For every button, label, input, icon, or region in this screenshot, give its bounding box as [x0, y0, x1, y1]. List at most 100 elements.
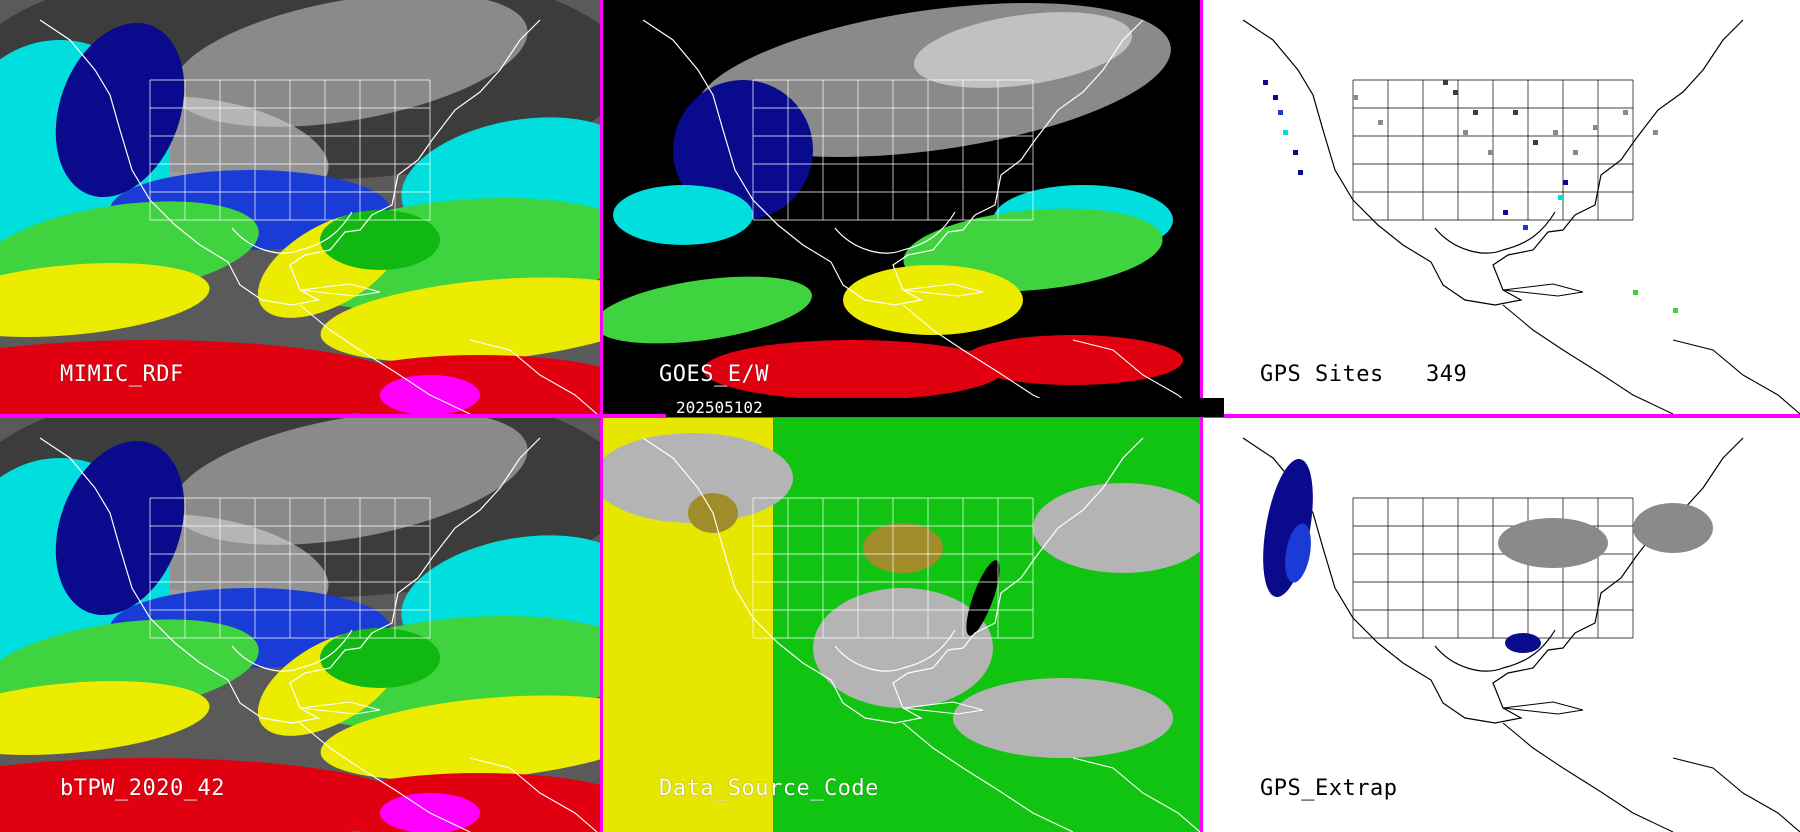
panel-label-btpw: bTPW_2020_42 — [60, 776, 225, 801]
timestamp-bar: 202505102 — [666, 398, 1224, 417]
gps-sites-site-marker — [1293, 150, 1298, 155]
mimic-rdf-gulf-green — [320, 210, 440, 270]
goes-ew-panel: GOES_E/W — [603, 0, 1200, 414]
panel-label-mimic-rdf: MIMIC_RDF — [60, 362, 184, 387]
data-source-no-data — [603, 433, 793, 523]
gps-sites-site-marker — [1378, 120, 1383, 125]
data-source-ocean-no-data — [953, 678, 1173, 758]
data-source-central-america — [902, 722, 1074, 832]
gps-sites-cuba — [1502, 283, 1584, 297]
gps-extrap-northeast-gray — [1633, 503, 1713, 553]
data-source-coastline — [642, 437, 1144, 724]
mimic-rdf-coastline — [39, 19, 541, 306]
btpw-coastline — [39, 437, 541, 724]
btpw-map — [0, 418, 600, 832]
gps-sites-site-marker — [1463, 130, 1468, 135]
gps-sites-south-america — [1672, 339, 1800, 414]
gps-extrap-central-america — [1502, 722, 1674, 832]
mimic-rdf-itcz-yellow — [0, 263, 210, 337]
gps-extrap-cuba — [1502, 701, 1584, 715]
gps-sites-site-marker — [1443, 80, 1448, 85]
goes-ew-gulf-yellow — [843, 265, 1023, 335]
goes-ew-pacific-cyan — [613, 185, 753, 245]
goes-ew-west-dry — [673, 80, 813, 220]
panel-label-gps-extrap: GPS_Extrap — [1260, 776, 1398, 801]
gps-sites-site-marker — [1573, 150, 1578, 155]
gps-extrap-midwest-gray — [1498, 518, 1608, 568]
gps-sites-site-marker — [1623, 110, 1628, 115]
gps-sites-gulf-coast — [1434, 211, 1556, 254]
gps-sites-site-marker — [1353, 95, 1358, 100]
btpw-west-coast-band — [55, 440, 185, 616]
gps-extrap-gulf-coast — [1434, 629, 1556, 672]
gps-sites-panel: GPS Sites 349 — [1203, 0, 1800, 414]
goes-ew-tropics-red — [703, 340, 1003, 400]
btpw-itcz-yellow — [0, 681, 210, 755]
gps-sites-site-marker — [1453, 90, 1458, 95]
btpw-gulf-green — [320, 628, 440, 688]
gps-sites-map — [1242, 19, 1800, 414]
goes-ew-pacific-green — [603, 276, 813, 344]
btpw-south-america — [469, 757, 598, 832]
data-source-gulf-no-data — [813, 588, 993, 708]
gps-sites-site-marker — [1278, 110, 1283, 115]
mimic-rdf-cloud-band — [172, 0, 528, 127]
goes-ew-gulf-coast — [834, 211, 956, 254]
mimic-rdf-west-coast-band — [55, 22, 185, 198]
mimic-rdf-panel: MIMIC_RDF — [0, 0, 600, 414]
gps-sites-site-marker — [1283, 130, 1288, 135]
goes-ew-tropics-red-east — [963, 335, 1183, 385]
data-source-gps-region — [863, 523, 943, 573]
btpw-cloud-band — [172, 418, 528, 545]
gps-extrap-south-america — [1672, 757, 1800, 832]
gps-sites-site-marker — [1263, 80, 1268, 85]
btpw-central-america — [299, 722, 471, 832]
gps-sites-site-marker — [1273, 95, 1278, 100]
gps-sites-site-marker — [1593, 125, 1598, 130]
panel-label-data-source-code: Data_Source_Code — [659, 776, 879, 801]
gps-sites-central-america — [1502, 304, 1674, 414]
gps-sites-site-marker — [1488, 150, 1493, 155]
data-source-atlantic-no-data — [1033, 483, 1200, 573]
gps-sites-coastline — [1242, 19, 1744, 306]
mimic-rdf-cuba — [299, 283, 381, 297]
mimic-rdf-central-america — [299, 304, 471, 414]
gps-extrap-panel: GPS_Extrap — [1203, 418, 1800, 832]
data-source-missing-strip — [966, 560, 1000, 636]
gps-sites-site-marker — [1533, 140, 1538, 145]
data-source-code-panel: Data_Source_Code — [603, 418, 1200, 832]
data-source-code-map — [603, 418, 1200, 832]
mimic-rdf-tropics-red — [0, 340, 410, 414]
panel-label-gps-sites: GPS Sites — [1260, 362, 1384, 387]
mimic-rdf-map — [0, 0, 600, 414]
gps-sites-site-marker — [1513, 110, 1518, 115]
btpw-gulf-coast — [231, 629, 353, 672]
data-source-cuba — [902, 701, 984, 715]
gps-extrap-coastline — [1242, 437, 1744, 724]
data-source-south-america — [1072, 757, 1200, 832]
gps-extrap-west-coast-blue — [1263, 458, 1313, 598]
gps-extrap-gulf-blue — [1505, 633, 1541, 653]
btpw-cuba — [299, 701, 381, 715]
gps-sites-site-marker — [1503, 210, 1508, 215]
goes-ew-coastline — [642, 19, 1144, 306]
btpw-tropics-red — [0, 758, 410, 832]
goes-ew-cuba — [902, 283, 984, 297]
mimic-rdf-south-america — [469, 339, 598, 414]
btpw-panel: bTPW_2020_42 — [0, 418, 600, 832]
gps-extrap-west-coast-cyan — [1285, 523, 1311, 583]
gps-sites-site-marker — [1558, 195, 1563, 200]
timestamp-label: 202505102 — [676, 398, 763, 417]
gps-sites-site-marker — [1673, 308, 1678, 313]
gps-sites-site-marker — [1553, 130, 1558, 135]
mimic-rdf-gulf-coast — [231, 211, 353, 254]
gps-site-count: 349 — [1426, 362, 1468, 387]
panel-label-goes-ew: GOES_E/W — [659, 362, 769, 387]
gps-sites-site-marker — [1473, 110, 1478, 115]
goes-ew-map — [603, 3, 1200, 414]
gps-extrap-map — [1242, 437, 1800, 832]
gps-sites-site-marker — [1563, 180, 1568, 185]
goes-ew-bright-cloud — [913, 12, 1133, 88]
gps-sites-site-marker — [1633, 290, 1638, 295]
